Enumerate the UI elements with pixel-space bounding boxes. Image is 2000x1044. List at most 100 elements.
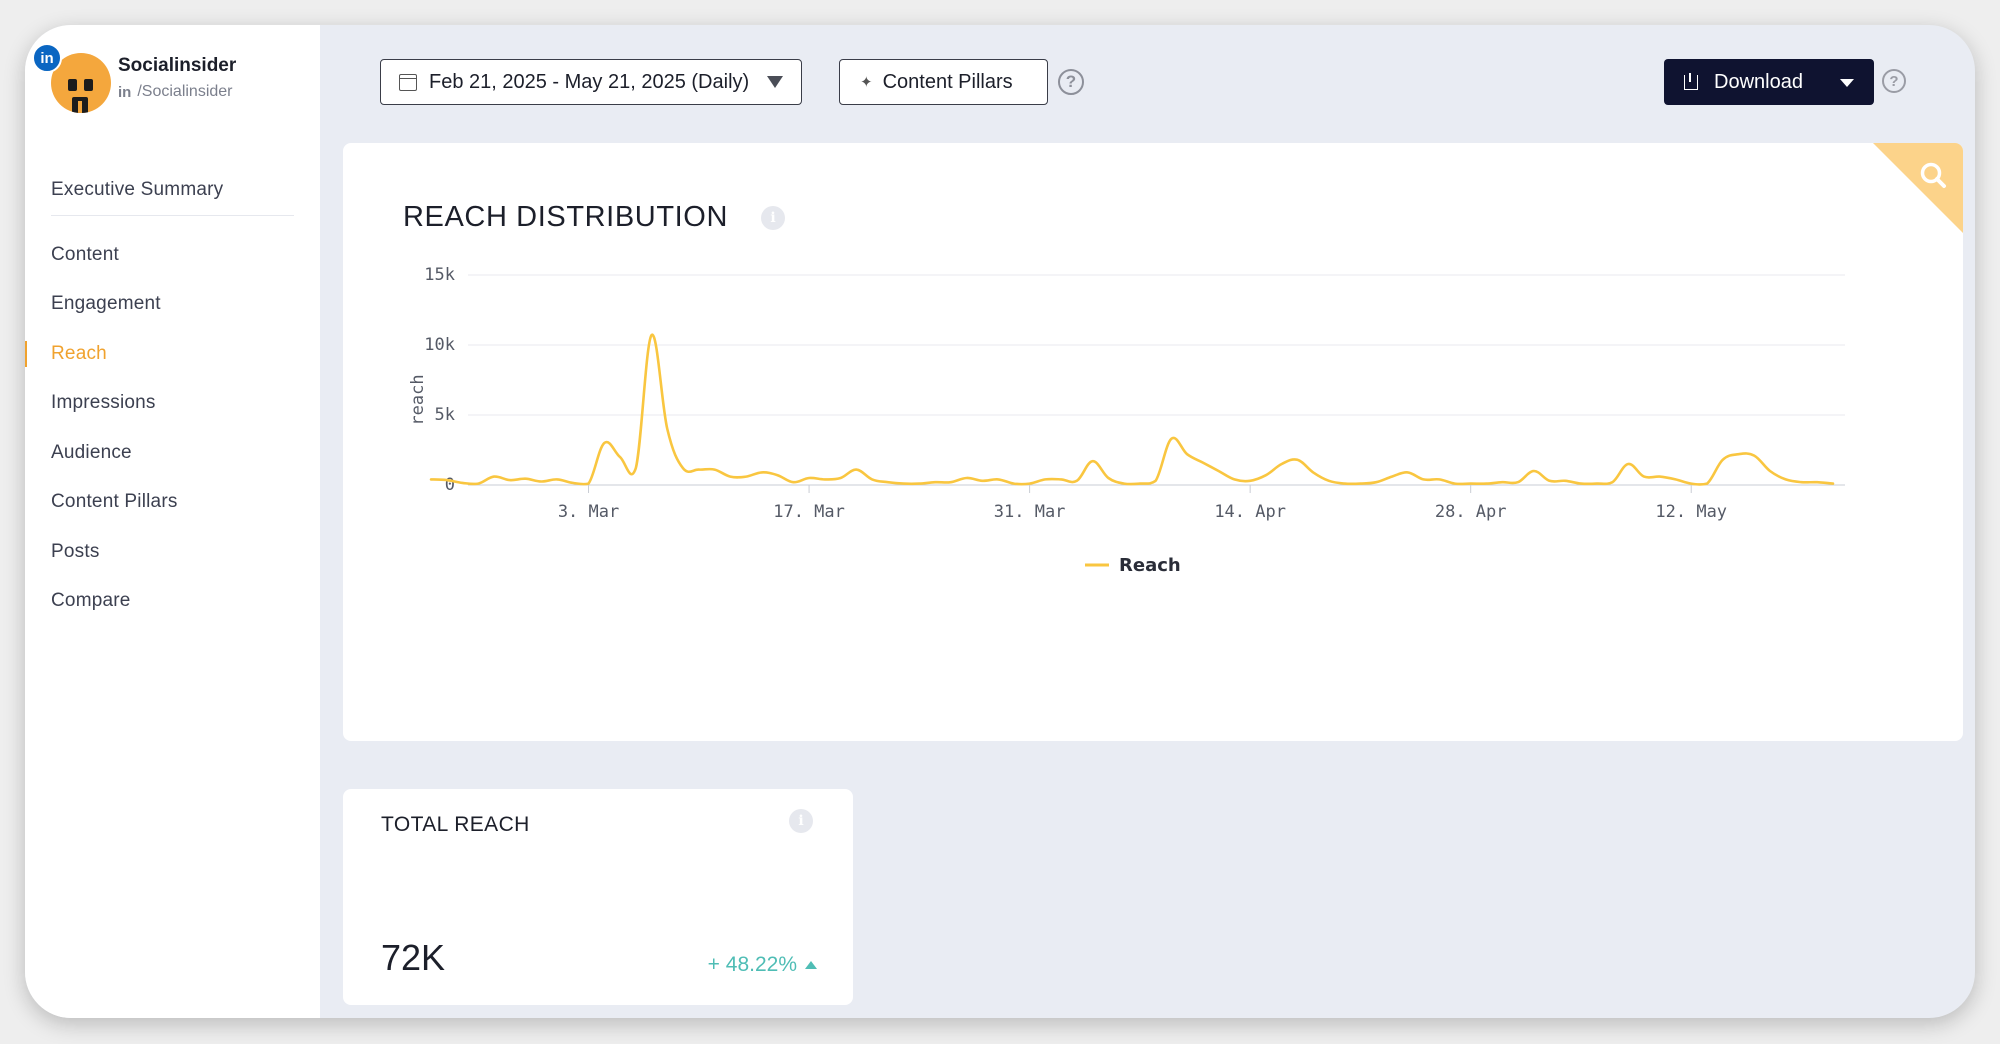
data-point [1279,461,1285,467]
data-point [1389,474,1395,480]
data-point [901,481,907,487]
download-dropdown-caret-icon[interactable] [1840,79,1854,87]
data-point [617,454,623,460]
x-tick-label: 3. Mar [558,502,619,522]
data-point [1420,476,1426,482]
data-point [1562,478,1568,484]
sidebar-item-impressions[interactable]: Impressions [51,392,156,414]
data-point [1263,472,1269,478]
data-point [538,479,544,485]
data-point [964,475,970,481]
sidebar-item-executive-summary[interactable]: Executive Summary [51,179,224,200]
sidebar-divider [51,215,294,216]
data-point [1231,476,1237,482]
profile-name: Socialinsider [118,55,237,76]
data-point [885,479,891,485]
data-point [1405,469,1411,475]
profile-handle-text: /Socialinsider [137,83,233,100]
data-point [1184,451,1190,457]
data-point [1594,481,1600,487]
total-reach-value: 72K [381,937,446,978]
data-point [759,469,765,475]
info-icon[interactable]: i [789,809,813,833]
data-point [475,481,481,487]
data-point [806,475,812,481]
data-point [1247,478,1253,484]
data-point [1090,458,1096,464]
data-point [822,476,828,482]
data-point [1688,481,1694,487]
legend-item-reach[interactable]: Reach [1119,555,1181,576]
data-point [1452,481,1458,487]
chart-title: REACH DISTRIBUTION [403,201,728,233]
linkedin-icon: in [118,83,132,101]
sidebar-item-audience[interactable]: Audience [51,441,132,463]
y-tick-label: 10k [424,335,455,355]
sidebar-item-posts[interactable]: Posts [51,540,100,562]
data-point [1515,479,1521,485]
data-point [680,465,686,471]
sidebar-item-content-pillars[interactable]: Content Pillars [51,491,178,513]
data-point [1294,457,1300,463]
data-point [1578,481,1584,487]
data-point [1342,481,1348,487]
sidebar-item-reach[interactable]: Reach [25,329,320,379]
data-point [1751,453,1757,459]
data-point [1121,481,1127,487]
info-icon[interactable]: i [761,206,785,230]
data-point [1200,460,1206,466]
data-point [1767,468,1773,474]
app-window: in Socialinsider in /Socialinsider Execu… [25,25,1975,1018]
download-button[interactable]: Download [1664,59,1874,105]
data-point [1704,481,1710,487]
content-pillars-button[interactable]: ✦ Content Pillars [839,59,1048,105]
sidebar-item-compare[interactable]: Compare [51,590,131,612]
reach-chart: 0 5k 10k 15k reach 3. Mar 17. Mar 31. Mar 14. Ap… [408,265,1845,576]
date-range-label: Feb 21, 2025 - May 21, 2025 (Daily) [429,70,750,93]
data-point [743,474,749,480]
download-label: Download [1714,70,1803,93]
data-point [1736,451,1742,457]
data-point [1137,481,1143,487]
data-point [1373,479,1379,485]
caret-down-icon [767,76,783,88]
data-point [1783,476,1789,482]
data-point [1468,481,1474,487]
total-reach-card: TOTAL REACH i 72K + 48.22% [343,789,853,1005]
avatar-eye-right [84,79,93,91]
linkedin-badge-icon: in [32,43,62,73]
sidebar: in Socialinsider in /Socialinsider Execu… [25,25,320,1018]
data-point [507,477,513,483]
data-point [1483,481,1489,487]
data-point [775,472,781,478]
data-point [1105,475,1111,481]
data-point [523,476,529,482]
data-point [869,476,875,482]
date-range-picker[interactable]: Feb 21, 2025 - May 21, 2025 (Daily) [380,59,802,105]
data-point [1814,479,1820,485]
x-tick-label: 12. May [1655,502,1727,522]
data-point [1074,478,1080,484]
data-point [1326,478,1332,484]
sidebar-item-content[interactable]: Content [51,243,119,265]
search-corner-badge[interactable] [1873,143,1963,233]
data-point [1436,476,1442,482]
sidebar-item-engagement[interactable]: Engagement [51,293,161,315]
data-point [1657,474,1663,480]
data-point [444,477,450,483]
help-icon[interactable]: ? [1058,69,1084,95]
data-point [1310,469,1316,475]
data-point [428,476,434,482]
data-point [1168,436,1174,442]
data-point [1546,478,1552,484]
data-point [460,480,466,486]
data-point [1625,461,1631,467]
profile-avatar [51,53,111,113]
y-tick-label: 0 [445,475,455,495]
profile-header[interactable]: in Socialinsider in /Socialinsider [25,25,320,135]
x-tick-label: 31. Mar [994,502,1066,522]
download-help-icon[interactable]: ? [1882,69,1906,93]
data-point [1720,457,1726,463]
y-tick-label: 5k [435,405,455,425]
y-axis-label: reach [408,374,428,425]
